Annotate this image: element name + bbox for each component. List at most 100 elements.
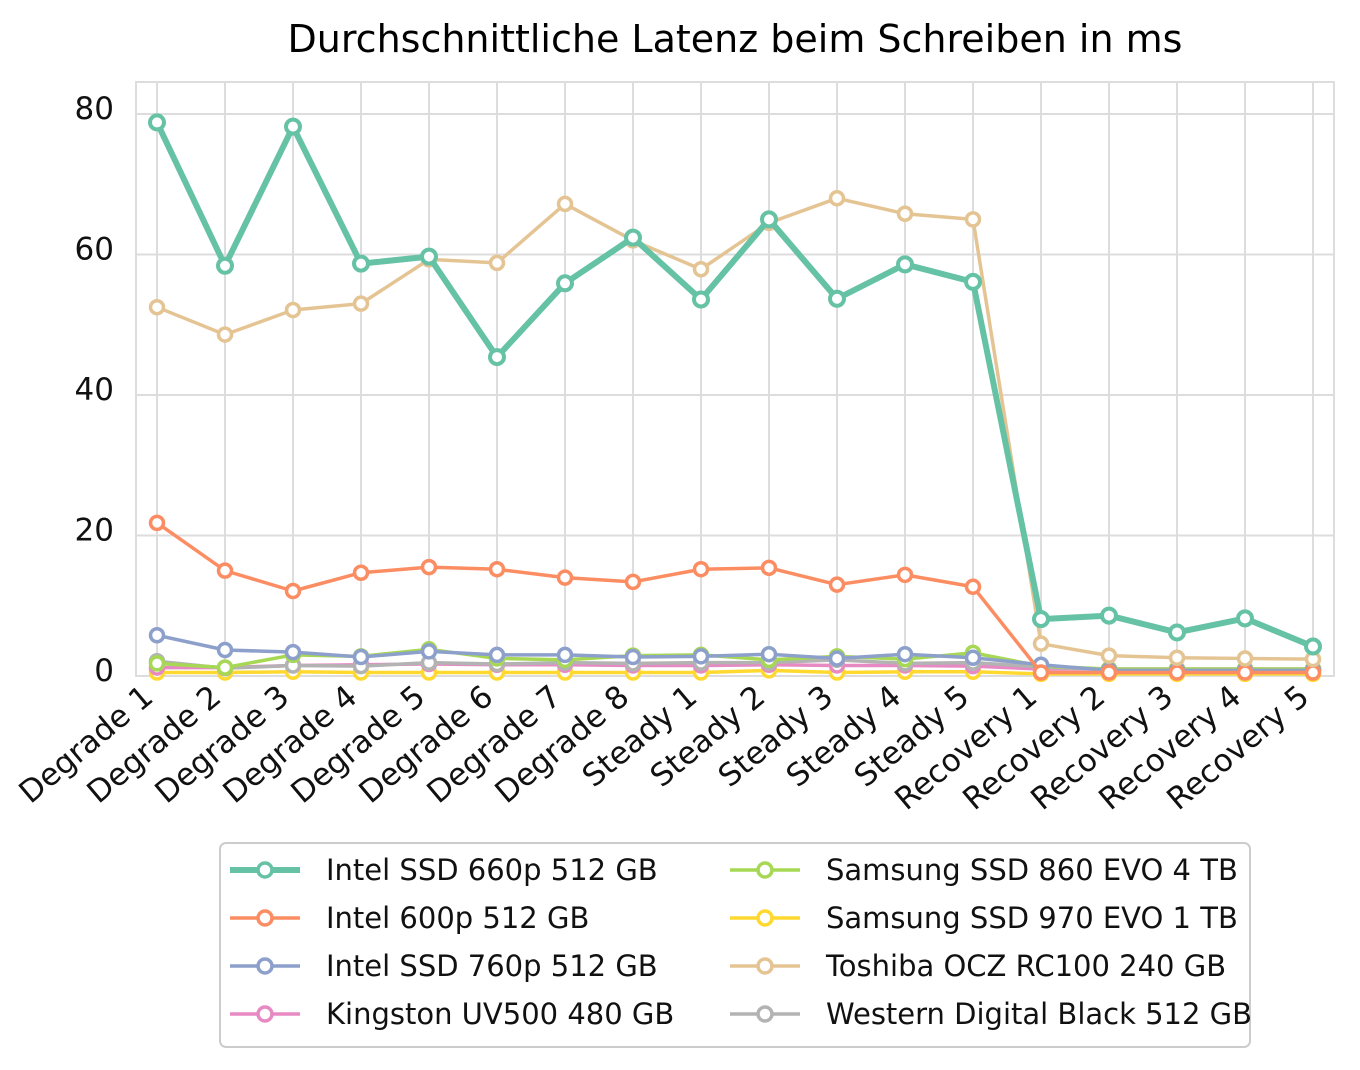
- plot-frame: [135, 81, 1335, 677]
- data-point: [964, 211, 982, 228]
- chart-title: Durchschnittliche Latenz beim Schreiben …: [288, 17, 1183, 61]
- data-point: [284, 643, 302, 661]
- legend-label: Intel SSD 760p 512 GB: [326, 949, 658, 983]
- data-point: [352, 564, 370, 581]
- legend-box: [219, 842, 1251, 1048]
- data-point: [216, 659, 234, 676]
- data-point: [964, 649, 982, 666]
- data-point: [148, 655, 166, 672]
- data-point: [1032, 610, 1050, 629]
- data-point: [148, 113, 166, 132]
- data-point: [760, 210, 778, 229]
- data-point: [896, 566, 914, 584]
- legend-label: Toshiba OCZ RC100 240 GB: [825, 949, 1226, 983]
- series-intel-ssd-660p-512-gb: [148, 113, 1322, 656]
- data-point: [1168, 664, 1186, 681]
- y-axis-ticks: 0 20 40 60 80: [75, 91, 114, 689]
- data-point: [216, 256, 234, 275]
- data-point: [1168, 649, 1186, 666]
- data-point: [1100, 664, 1118, 681]
- data-point: [284, 301, 302, 319]
- data-point: [284, 582, 302, 600]
- y-tick-label: 20: [75, 513, 114, 549]
- series-line: [155, 521, 1313, 675]
- legend-label: Samsung SSD 970 EVO 1 TB: [826, 901, 1238, 935]
- data-point: [148, 514, 166, 532]
- legend: Intel SSD 660p 512 GB Intel 600p 512 GB In…: [219, 842, 1252, 1048]
- legend-marker: [256, 861, 274, 879]
- data-point: [352, 295, 370, 312]
- data-point: [624, 573, 642, 591]
- legend-label: Intel 600p 512 GB: [326, 901, 589, 935]
- data-point: [760, 645, 778, 663]
- legend-label: Intel SSD 660p 512 GB: [326, 853, 658, 887]
- data-point: [692, 648, 710, 665]
- series-line: [154, 121, 1315, 650]
- data-point: [692, 290, 710, 309]
- data-point: [488, 348, 506, 367]
- legend-label: Samsung SSD 860 EVO 4 TB: [826, 853, 1238, 887]
- data-point: [1032, 635, 1050, 652]
- data-point: [624, 648, 642, 666]
- data-point: [352, 254, 370, 273]
- data-point: [964, 272, 982, 291]
- data-point: [1168, 623, 1186, 642]
- data-point: [1100, 647, 1118, 664]
- data-point: [216, 641, 234, 659]
- y-tick-label: 0: [94, 653, 114, 689]
- series-line: [156, 633, 1313, 673]
- data-point: [896, 255, 914, 274]
- series-group: [148, 113, 1322, 683]
- data-point: [1032, 664, 1050, 681]
- data-point: [420, 247, 438, 266]
- data-point: [692, 261, 710, 278]
- data-point: [352, 648, 370, 666]
- y-tick-label: 60: [75, 232, 114, 268]
- legend-label: Kingston UV500 480 GB: [326, 997, 674, 1031]
- data-point: [148, 627, 166, 644]
- data-point: [828, 289, 846, 308]
- data-point: [828, 650, 846, 667]
- data-point: [692, 560, 710, 578]
- series-intel-ssd-760p-512-gb: [148, 627, 1322, 679]
- data-point: [1100, 606, 1118, 625]
- y-tick-label: 80: [75, 91, 114, 127]
- series-intel-600p-512-gb: [148, 514, 1322, 681]
- legend-marker: [256, 909, 274, 927]
- data-point: [896, 645, 914, 663]
- legend-marker: [756, 861, 774, 879]
- data-point: [624, 228, 642, 247]
- legend-marker: [256, 957, 274, 975]
- data-point: [760, 559, 778, 577]
- legend-marker: [756, 1005, 774, 1023]
- data-point: [556, 274, 574, 293]
- data-point: [1304, 637, 1322, 656]
- data-point: [216, 562, 234, 579]
- data-point: [488, 560, 506, 578]
- data-point: [896, 205, 914, 223]
- y-tick-label: 40: [75, 372, 114, 408]
- legend-marker: [756, 909, 774, 927]
- data-point: [828, 576, 846, 593]
- data-point: [1236, 650, 1254, 667]
- data-point: [964, 578, 982, 596]
- data-point: [216, 326, 234, 343]
- data-point: [556, 646, 574, 664]
- data-point: [420, 558, 438, 576]
- data-point: [1304, 664, 1322, 681]
- series-line: [156, 196, 1314, 661]
- legend-label: Western Digital Black 512 GB: [826, 997, 1252, 1031]
- legend-marker: [256, 1005, 274, 1023]
- data-point: [148, 298, 166, 316]
- data-point: [488, 646, 506, 664]
- data-point: [1236, 664, 1254, 681]
- legend-marker: [756, 957, 774, 975]
- data-point: [420, 643, 438, 660]
- series-toshiba-ocz-rc100-240-gb: [148, 190, 1322, 668]
- data-point: [488, 254, 506, 272]
- data-point: [556, 569, 574, 586]
- data-point: [1236, 609, 1254, 628]
- data-point: [284, 117, 302, 136]
